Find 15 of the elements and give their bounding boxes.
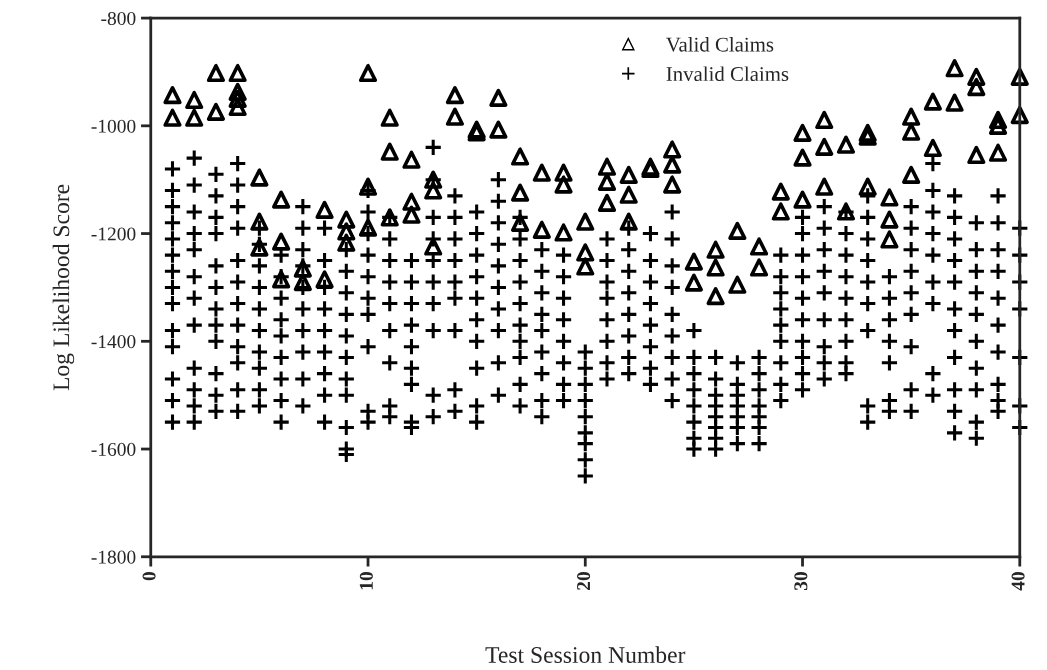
x-tick-label: 40 (1011, 572, 1025, 591)
y-tick-label: -1200 (91, 227, 136, 241)
x-axis-title: Test Session Number (485, 646, 686, 663)
x-tick-label: 0 (142, 572, 156, 581)
x-tick-label: 10 (359, 572, 373, 590)
y-tick-label: -1000 (91, 119, 136, 133)
x-tick-label: 20 (577, 572, 591, 590)
x-tick-label: 30 (794, 572, 808, 591)
y-tick-label: -1600 (91, 442, 136, 456)
y-tick-label: -800 (101, 11, 136, 26)
y-tick-label: -1800 (91, 550, 136, 564)
y-axis-title: Log Likelihood Score (52, 184, 75, 391)
legend-label: Invalid Claims (666, 66, 789, 82)
legend-label: Valid Claims (666, 36, 774, 52)
y-tick-label: -1400 (91, 335, 136, 349)
